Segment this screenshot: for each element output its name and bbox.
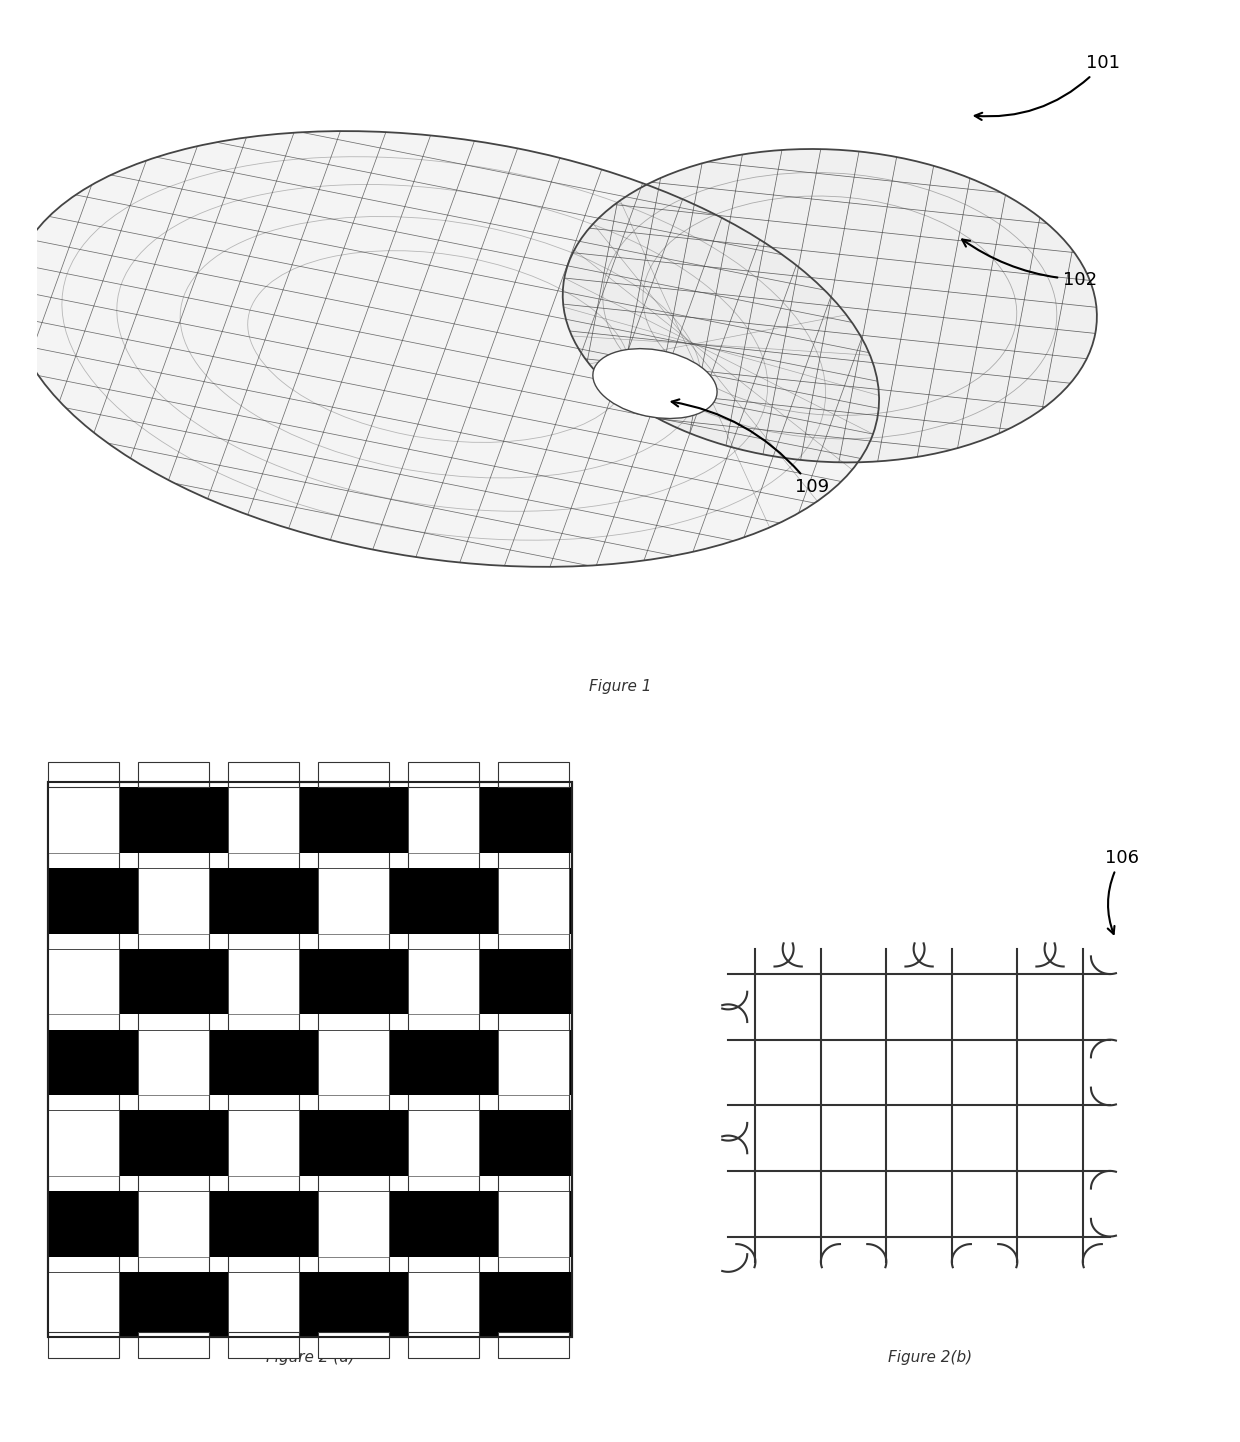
Bar	[228, 1332, 299, 1358]
Bar	[408, 949, 479, 1015]
Bar	[228, 1110, 299, 1177]
Ellipse shape	[593, 349, 717, 418]
Bar	[138, 1030, 210, 1096]
Bar	[319, 763, 389, 787]
Bar	[228, 787, 299, 854]
Bar	[228, 1272, 299, 1338]
Text: Figure 2(b): Figure 2(b)	[888, 1350, 972, 1366]
Bar	[319, 783, 389, 1338]
Bar	[498, 1030, 569, 1096]
Text: 102: 102	[962, 239, 1097, 288]
Text: Figure 1: Figure 1	[589, 679, 651, 694]
Bar	[408, 1332, 479, 1358]
Bar	[319, 1030, 389, 1096]
Bar	[408, 783, 479, 1338]
Bar	[48, 787, 572, 854]
Bar	[138, 1191, 210, 1257]
Bar	[48, 1332, 119, 1358]
Bar	[319, 868, 389, 934]
Bar	[48, 949, 119, 1015]
Bar	[498, 868, 569, 934]
Bar	[498, 783, 569, 1338]
Bar	[408, 763, 479, 787]
Bar	[48, 1110, 119, 1177]
Bar	[319, 1332, 389, 1358]
Bar	[48, 868, 572, 934]
Bar	[48, 949, 572, 1015]
Bar	[498, 1191, 569, 1257]
Bar	[138, 763, 210, 787]
Bar	[228, 763, 299, 787]
Bar	[48, 783, 119, 1338]
Bar	[48, 1272, 572, 1338]
Bar	[138, 868, 210, 934]
Text: Figure 2 (a): Figure 2 (a)	[265, 1350, 355, 1366]
Bar	[138, 1332, 210, 1358]
Bar	[228, 949, 299, 1015]
Ellipse shape	[563, 149, 1097, 463]
Text: 109: 109	[672, 399, 830, 496]
Bar	[498, 1332, 569, 1358]
Bar	[498, 763, 569, 787]
Bar	[408, 1272, 479, 1338]
Bar	[48, 787, 119, 854]
Bar	[138, 783, 210, 1338]
Text: 101: 101	[975, 55, 1120, 120]
Bar	[48, 1110, 572, 1177]
Bar	[319, 1191, 389, 1257]
Bar	[48, 1191, 572, 1257]
Bar	[408, 787, 479, 854]
Bar	[408, 1110, 479, 1177]
Bar	[48, 1272, 119, 1338]
Ellipse shape	[11, 131, 879, 567]
Bar	[48, 1030, 572, 1096]
Text: 106: 106	[1105, 849, 1138, 934]
Bar	[228, 783, 299, 1338]
Bar	[48, 763, 119, 787]
